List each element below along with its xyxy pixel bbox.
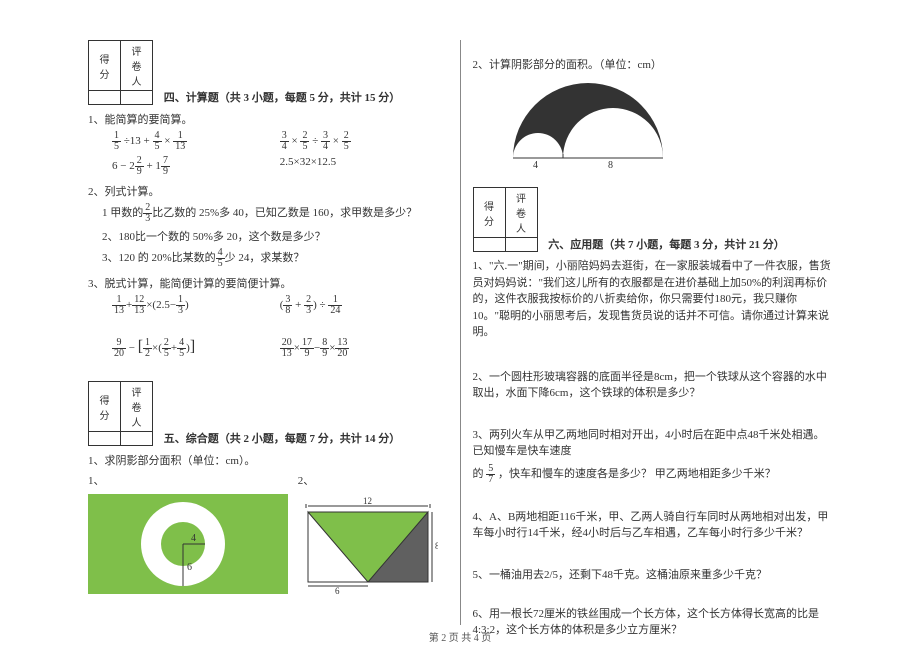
section-5-title: 五、综合题（共 2 小题，每题 7 分，共计 14 分） xyxy=(164,430,401,446)
q4-2-1: 1 甲数的23比乙数的 25%多 40，已知乙数是 160，求甲数是多少？ xyxy=(102,203,448,224)
q6-3b: 的 57 ，快车和慢车的速度各是多少？ 甲乙两地相距多少千米？ xyxy=(473,464,833,485)
grader-label: 评卷人 xyxy=(121,382,153,432)
figure-row: 4 6 12 8 6 xyxy=(88,494,448,597)
q4-2-2: 2、180比一个数的 50%多 20，这个数是多少？ xyxy=(102,228,448,244)
page-footer: 第 2 页 共 4 页 xyxy=(0,629,920,644)
grader-cell xyxy=(121,432,153,446)
svg-text:4: 4 xyxy=(533,160,538,168)
q5-2: 2、计算阴影部分的面积。（单位：cm） xyxy=(473,56,833,72)
score-label: 得分 xyxy=(89,41,121,91)
q4-1: 1、能简算的要简算。 xyxy=(88,111,448,127)
section-4-header: 得分 评卷人 四、计算题（共 3 小题，每题 5 分，共计 15 分） xyxy=(88,40,448,105)
q4-1-row1: 15 ÷13 + 45 × 113 34 × 25 ÷ 34 × 25 xyxy=(112,131,448,152)
expr: 2.5×32×12.5 xyxy=(280,156,448,177)
score-box: 得分 评卷人 xyxy=(88,40,153,105)
expr: (38 + 23) ÷ 124 xyxy=(280,295,448,316)
q6-3a: 3、两列火车从甲乙两地同时相对开出，4小时后在距中点48千米处相遇。已知慢车是快… xyxy=(473,426,833,458)
expr: 6 − 229 + 179 xyxy=(112,156,280,177)
expr: 920 − [12×(25+45)] xyxy=(112,338,280,359)
score-box: 得分 评卷人 xyxy=(473,187,538,252)
section-6-title: 六、应用题（共 7 小题，每题 3 分，共计 21 分） xyxy=(548,236,785,252)
q4-2: 2、列式计算。 xyxy=(88,183,448,199)
q4-3-row1: 113+1213×(2.5−13) (38 + 23) ÷ 124 xyxy=(112,295,448,316)
score-box: 得分 评卷人 xyxy=(88,381,153,446)
svg-text:6: 6 xyxy=(335,586,340,594)
svg-text:8: 8 xyxy=(608,160,613,168)
score-label: 得分 xyxy=(473,188,505,238)
right-column: 2、计算阴影部分的面积。（单位：cm） 4 8 得分 评卷人 六、应用 xyxy=(465,40,841,625)
q4-3-row2: 920 − [12×(25+45)] 2013×179−89×1320 xyxy=(112,338,448,359)
score-cell xyxy=(473,238,505,252)
score-cell xyxy=(89,91,121,105)
q5-1: 1、求阴影部分面积（单位：cm）。 xyxy=(88,452,448,468)
grader-cell xyxy=(121,91,153,105)
expr: 15 ÷13 + 45 × 113 xyxy=(112,131,280,152)
q4-1-row2: 6 − 229 + 179 2.5×32×12.5 xyxy=(112,156,448,177)
expr: 34 × 25 ÷ 34 × 25 xyxy=(280,131,448,152)
expr: 2013×179−89×1320 xyxy=(280,338,448,359)
grader-label: 评卷人 xyxy=(121,41,153,91)
left-column: 得分 评卷人 四、计算题（共 3 小题，每题 5 分，共计 15 分） 1、能简… xyxy=(80,40,456,625)
figure-triangle: 12 8 6 xyxy=(298,494,448,597)
section-4-title: 四、计算题（共 3 小题，每题 5 分，共计 15 分） xyxy=(164,89,401,105)
q4-3: 3、脱式计算，能简便计算的要简便计算。 xyxy=(88,275,448,291)
q6-2: 2、一个圆柱形玻璃容器的底面半径是8cm，把一个铁球从这个容器的水中取出，水面下… xyxy=(473,369,833,402)
expr: 113+1213×(2.5−13) xyxy=(112,295,280,316)
grader-cell xyxy=(505,238,537,252)
column-divider xyxy=(460,40,461,625)
figure-ring: 4 6 xyxy=(88,494,298,597)
page-container: 得分 评卷人 四、计算题（共 3 小题，每题 5 分，共计 15 分） 1、能简… xyxy=(0,0,920,625)
score-cell xyxy=(89,432,121,446)
q4-2-3: 3、120 的 20%比某数的45少 24，求某数？ xyxy=(102,248,448,269)
figure-arc: 4 8 xyxy=(493,78,833,171)
q5-1-left-label: 1、 xyxy=(88,472,298,488)
q6-4: 4、A、B两地相距116千米，甲、乙两人骑自行车同时从两地相对出发，甲车每小时行… xyxy=(473,509,833,542)
q6-5: 5、一桶油用去2/5，还剩下48千克。这桶油原来重多少千克？ xyxy=(473,566,833,582)
grader-label: 评卷人 xyxy=(505,188,537,238)
svg-text:8: 8 xyxy=(435,541,438,551)
q6-1: 1、"六.一"期间，小丽陪妈妈去逛街，在一家服装城看中了一件衣服，售货员对妈妈说… xyxy=(473,258,833,341)
score-label: 得分 xyxy=(89,382,121,432)
svg-text:6: 6 xyxy=(187,562,192,573)
section-5-header: 得分 评卷人 五、综合题（共 2 小题，每题 7 分，共计 14 分） xyxy=(88,381,448,446)
q5-1-right-label: 2、 xyxy=(298,472,448,488)
svg-text:12: 12 xyxy=(363,496,372,506)
svg-text:4: 4 xyxy=(191,533,196,544)
section-6-header: 得分 评卷人 六、应用题（共 7 小题，每题 3 分，共计 21 分） xyxy=(473,187,833,252)
